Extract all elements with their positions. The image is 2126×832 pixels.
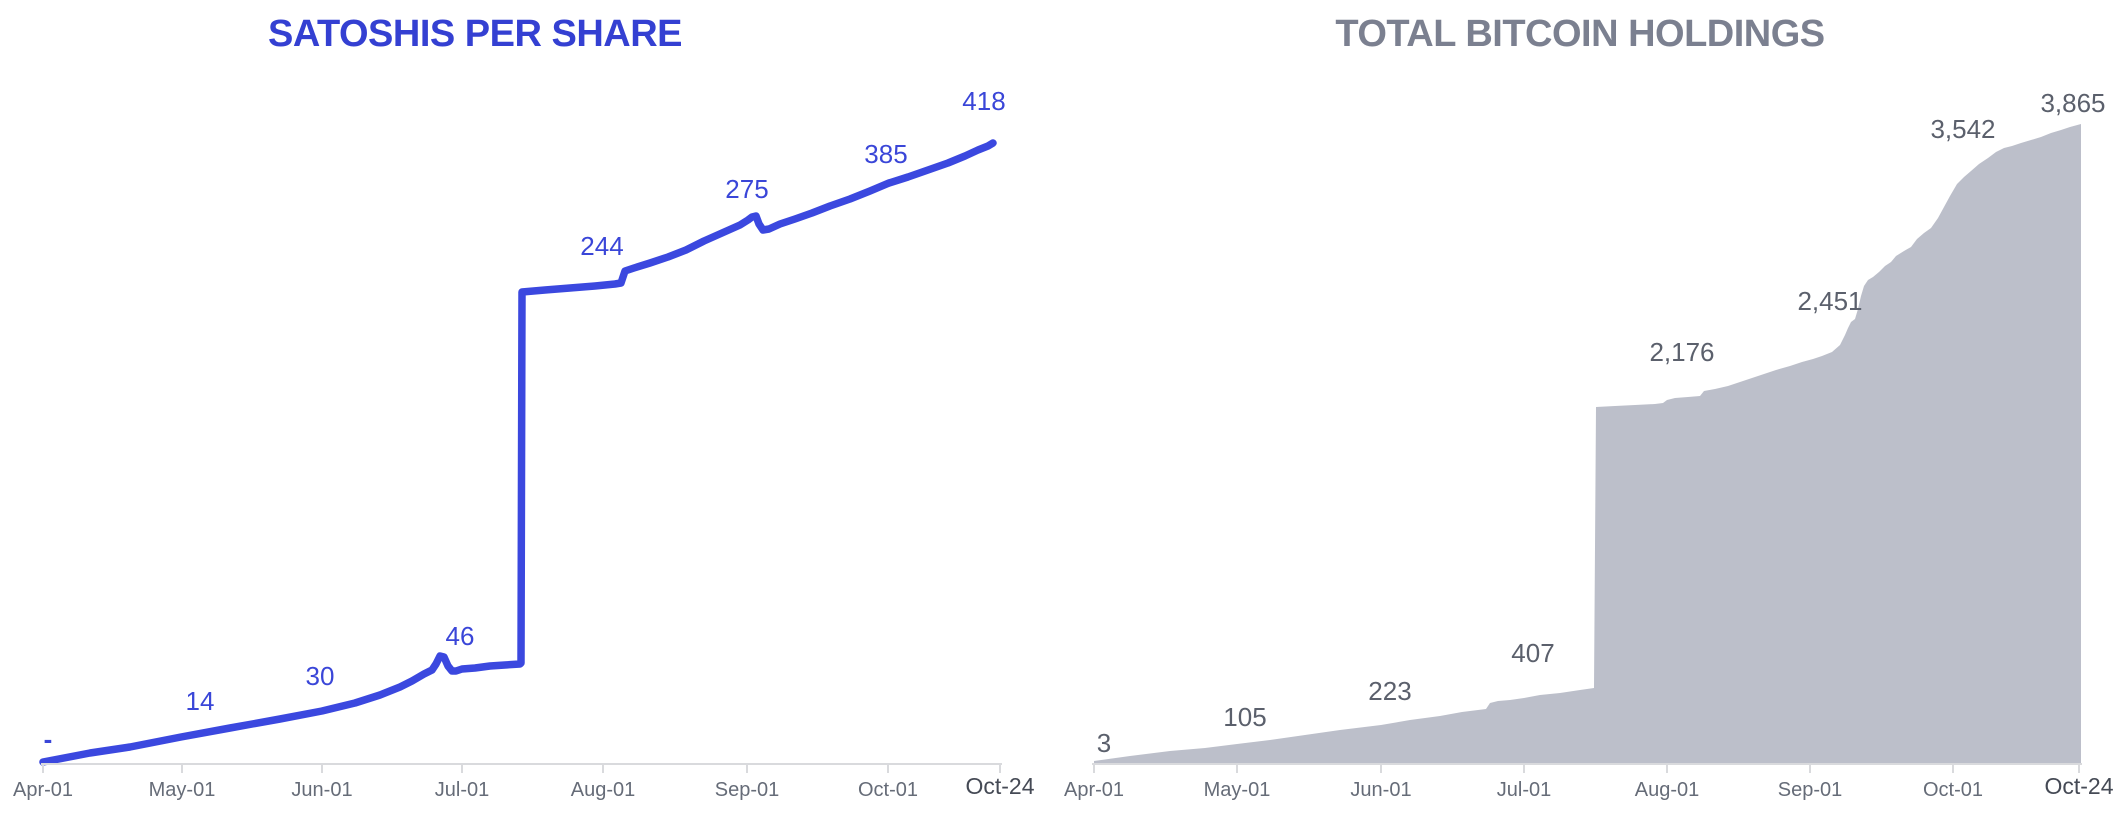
data-label: 407	[1511, 638, 1554, 668]
total-bitcoin-holdings-chart: Apr-01 May-01 Jun-01 Jul-01 Aug-01 Sep-01 Oct-…	[1064, 88, 2114, 801]
data-label: 3,865	[2040, 88, 2105, 118]
data-label: -	[44, 724, 53, 754]
x-axis-label: May-01	[149, 779, 216, 801]
data-label: 244	[580, 231, 623, 261]
satoshis-per-share-chart-x-axis: Apr-01 May-01 Jun-01 Jul-01 Aug-01 Sep-01 Oct-…	[13, 763, 1035, 801]
data-label: 223	[1368, 676, 1411, 706]
total-bitcoin-holdings-chart-x-axis: Apr-01 May-01 Jun-01 Jul-01 Aug-01 Sep-01 Oct-…	[1064, 763, 2114, 801]
x-axis-label: Jul-01	[435, 779, 489, 801]
data-label: 275	[725, 174, 768, 204]
x-axis-label: Jun-01	[291, 779, 352, 801]
data-label: 418	[962, 86, 1005, 116]
x-axis-label: Jul-01	[1497, 779, 1551, 801]
total-bitcoin-holdings-title: TOTAL BITCOIN HOLDINGS	[1335, 13, 1825, 55]
x-axis-label: Oct-24	[965, 773, 1034, 799]
x-axis-label: Sep-01	[1778, 779, 1843, 801]
data-label: 2,176	[1649, 337, 1714, 367]
x-axis-label: Sep-01	[715, 779, 780, 801]
data-label: 3,542	[1930, 114, 1995, 144]
x-axis-label: Oct-01	[858, 779, 918, 801]
data-label: 2,451	[1797, 286, 1862, 316]
satoshis-per-share-title: SATOSHIS PER SHARE	[267, 13, 683, 55]
data-label: 105	[1223, 702, 1266, 732]
data-label: 14	[186, 686, 215, 716]
satoshis-per-share-chart-line	[39, 139, 997, 766]
x-axis-label: Aug-01	[571, 779, 636, 801]
x-axis-label: Oct-01	[1923, 779, 1983, 801]
x-axis-label: Aug-01	[1635, 779, 1700, 801]
satoshis-per-share-chart: Apr-01 May-01 Jun-01 Jul-01 Aug-01 Sep-01 Oct-…	[13, 86, 1035, 801]
satoshis-per-share-chart-data-labels: - 14 30 46 244 275 385 418	[44, 86, 1006, 754]
data-label: 30	[306, 661, 335, 691]
x-axis-label: Apr-01	[1064, 779, 1124, 801]
total-bitcoin-holdings-chart-area	[1094, 124, 2081, 764]
x-axis-label: Jun-01	[1350, 779, 1411, 801]
x-axis-label: Oct-24	[2044, 773, 2113, 799]
total-bitcoin-holdings-chart-data-labels: 3 105 223 407 2,176 2,451 3,542 3,865	[1097, 88, 2106, 758]
x-axis-label: Apr-01	[13, 779, 73, 801]
x-axis-label: May-01	[1204, 779, 1271, 801]
data-label: 3	[1097, 728, 1111, 758]
data-label: 46	[446, 621, 475, 651]
data-label: 385	[864, 139, 907, 169]
